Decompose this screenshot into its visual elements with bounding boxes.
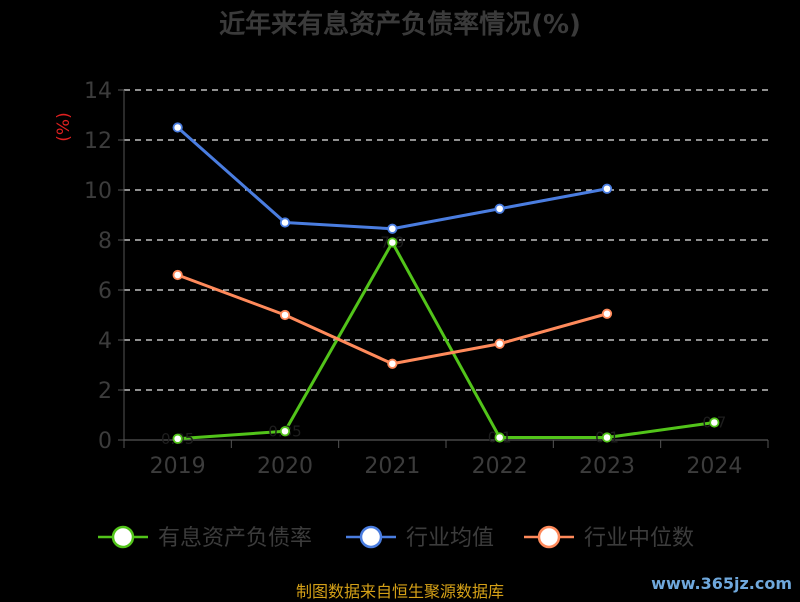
x-tick-label: 2021 xyxy=(364,454,420,479)
legend-item-3[interactable]: 行业中位数 xyxy=(524,525,694,551)
data-point xyxy=(494,203,505,214)
y-tick-label: 8 xyxy=(98,229,112,254)
x-tick-label: 2024 xyxy=(686,454,742,479)
data-point xyxy=(279,426,291,437)
data-point xyxy=(279,309,291,321)
data-point xyxy=(601,432,613,443)
series-2 xyxy=(172,122,613,234)
watermark: www.365jz.com xyxy=(651,574,792,593)
x-tick-label: 2022 xyxy=(472,454,528,479)
series-line xyxy=(176,126,608,231)
series-line xyxy=(177,241,715,441)
x-tick-label: 2023 xyxy=(579,454,635,479)
x-tick-label: 2019 xyxy=(150,454,206,479)
data-point xyxy=(601,308,613,319)
data-point xyxy=(387,223,398,234)
data-point xyxy=(387,358,398,369)
y-axis-label: (%) xyxy=(54,112,74,141)
legend[interactable]: 有息资产负债率 行业均值 行业中位数 xyxy=(98,525,694,551)
grid-lines xyxy=(124,89,768,391)
y-tick-label: 4 xyxy=(98,329,112,354)
x-tick-label: 2020 xyxy=(257,454,313,479)
y-tick-label: 6 xyxy=(98,279,112,304)
data-point xyxy=(172,122,183,133)
legend-item-1[interactable]: 有息资产负债率 xyxy=(98,525,312,551)
series-line xyxy=(177,273,608,366)
legend-label: 行业均值 xyxy=(406,526,494,551)
y-tick-label: 10 xyxy=(84,179,112,204)
y-tick-label: 14 xyxy=(84,79,112,104)
legend-swatch-marker xyxy=(537,525,561,549)
series-layer: 0.050.357.90.10.10.7 xyxy=(161,122,726,448)
legend-item-2[interactable]: 行业均值 xyxy=(346,525,494,551)
data-point xyxy=(387,237,398,248)
data-source-note: 制图数据来自恒生聚源数据库 xyxy=(295,582,504,601)
legend-label: 行业中位数 xyxy=(584,526,694,551)
series-3 xyxy=(172,269,613,369)
data-point xyxy=(172,433,183,444)
y-tick-label: 12 xyxy=(84,129,112,154)
data-point xyxy=(494,338,505,349)
data-point xyxy=(172,269,183,281)
y-tick-label: 2 xyxy=(98,379,112,404)
data-point xyxy=(494,432,505,443)
legend-swatch-marker xyxy=(359,525,383,549)
legend-label: 有息资产负债率 xyxy=(158,526,312,551)
legend-swatch-marker xyxy=(111,525,135,549)
data-point xyxy=(709,417,720,428)
series-1: 0.050.357.90.10.10.7 xyxy=(161,234,726,448)
data-point xyxy=(601,183,613,194)
chart-title: 近年来有息资产负债率情况(%) xyxy=(219,9,581,40)
axes: 0 2 4 6 8 10 12 14 2019 2020 2021 2022 2023 2024 xyxy=(84,79,769,479)
y-tick-label: 0 xyxy=(98,429,112,454)
data-point xyxy=(279,217,291,228)
